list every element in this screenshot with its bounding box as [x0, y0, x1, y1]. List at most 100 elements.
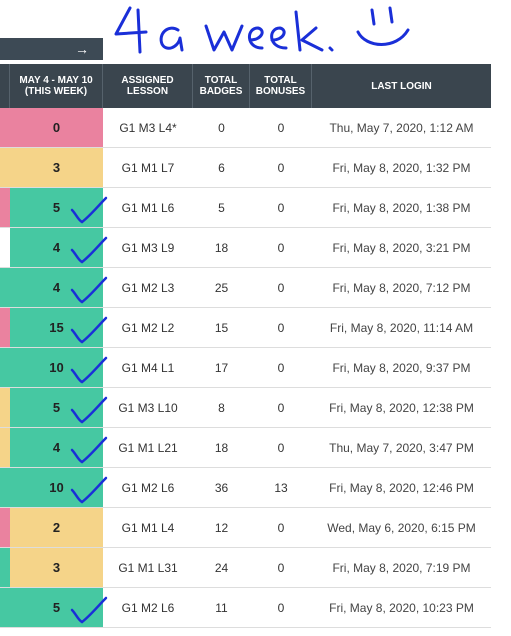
total-badges-cell: 6: [218, 160, 225, 175]
status-strip: [0, 468, 10, 507]
assigned-lesson-cell: G1 M4 L1: [121, 360, 175, 375]
table-row[interactable]: 5 G1 M3 L10 8 0 Fri, May 8, 2020, 12:38 PM: [0, 388, 491, 428]
total-badges-cell: 12: [214, 520, 229, 535]
status-strip: [0, 348, 10, 387]
header-last-login[interactable]: LAST LOGIN: [371, 80, 432, 92]
last-login-cell: Fri, May 8, 2020, 3:21 PM: [332, 240, 471, 255]
total-bonuses-cell: 0: [277, 440, 285, 455]
assigned-lesson-cell: G1 M1 L4: [121, 520, 175, 535]
header-strip: [0, 64, 10, 108]
assigned-lesson-cell: G1 M1 L7: [121, 160, 175, 175]
total-bonuses-cell: 0: [277, 520, 285, 535]
total-badges-cell: 18: [214, 240, 229, 255]
table-row[interactable]: 3 G1 M1 L31 24 0 Fri, May 8, 2020, 7:19 PM: [0, 548, 491, 588]
week-count-cell: 0: [10, 108, 103, 147]
total-bonuses-cell: 0: [277, 560, 285, 575]
assigned-lesson-cell: G1 M3 L4*: [119, 120, 177, 135]
total-badges-cell: 15: [214, 320, 229, 335]
total-bonuses-cell: 0: [277, 240, 285, 255]
table-row[interactable]: 10 G1 M4 L1 17 0 Fri, May 8, 2020, 9:37 PM: [0, 348, 491, 388]
last-login-cell: Fri, May 8, 2020, 9:37 PM: [332, 360, 471, 375]
table-row[interactable]: 2 G1 M1 L4 12 0 Wed, May 6, 2020, 6:15 PM: [0, 508, 491, 548]
table-row[interactable]: 3 G1 M1 L7 6 0 Fri, May 8, 2020, 1:32 PM: [0, 148, 491, 188]
table-row[interactable]: 4 G1 M2 L3 25 0 Fri, May 8, 2020, 7:12 PM: [0, 268, 491, 308]
total-bonuses-cell: 0: [277, 360, 285, 375]
table-row[interactable]: 10 G1 M2 L6 36 13 Fri, May 8, 2020, 12:46 PM: [0, 468, 491, 508]
status-strip: [0, 508, 10, 547]
last-login-cell: Fri, May 8, 2020, 10:23 PM: [329, 600, 474, 615]
week-count-cell: 4: [10, 428, 103, 467]
assigned-lesson-cell: G1 M3 L10: [118, 400, 178, 415]
week-count-cell: 2: [10, 508, 103, 547]
arrow-right-icon[interactable]: →: [75, 41, 89, 57]
total-badges-cell: 0: [218, 120, 225, 135]
header-assigned-lesson[interactable]: ASSIGNED LESSON: [103, 64, 193, 108]
week-count-cell: 4: [10, 268, 103, 307]
total-badges-cell: 36: [214, 480, 229, 495]
status-strip: [0, 148, 10, 187]
header-week[interactable]: MAY 4 - MAY 10 (THIS WEEK): [10, 64, 103, 108]
header-total-bonuses[interactable]: TOTAL BONUSES: [250, 64, 312, 108]
total-bonuses-cell: 0: [277, 280, 285, 295]
total-bonuses-cell: 0: [277, 320, 285, 335]
last-login-cell: Fri, May 8, 2020, 12:38 PM: [329, 400, 474, 415]
assigned-lesson-cell: G1 M2 L6: [121, 600, 175, 615]
last-login-cell: Fri, May 8, 2020, 7:19 PM: [332, 560, 471, 575]
total-badges-cell: 24: [214, 560, 229, 575]
week-count-cell: 10: [10, 348, 103, 387]
total-bonuses-cell: 0: [277, 160, 285, 175]
total-badges-cell: 5: [218, 200, 225, 215]
status-strip: [0, 388, 10, 427]
week-count-cell: 3: [10, 148, 103, 187]
handwritten-4-a-week: [114, 6, 334, 54]
assigned-lesson-cell: G1 M2 L2: [121, 320, 175, 335]
total-badges-cell: 11: [215, 600, 228, 615]
status-strip: [0, 268, 10, 307]
week-count-cell: 10: [10, 468, 103, 507]
status-strip: [0, 188, 10, 227]
total-badges-cell: 18: [214, 440, 229, 455]
assigned-lesson-cell: G1 M1 L6: [121, 200, 175, 215]
table-row[interactable]: 4 G1 M1 L21 18 0 Thu, May 7, 2020, 3:47 PM: [0, 428, 491, 468]
last-login-cell: Wed, May 6, 2020, 6:15 PM: [327, 520, 476, 535]
status-strip: [0, 428, 10, 467]
week-count-cell: 5: [10, 188, 103, 227]
smiley-face-icon: [356, 6, 410, 46]
total-badges-cell: 25: [214, 280, 229, 295]
table-row[interactable]: 5 G1 M2 L6 11 0 Fri, May 8, 2020, 10:23 PM: [0, 588, 491, 628]
status-strip: [0, 308, 10, 347]
week-count-cell: 3: [10, 548, 103, 587]
last-login-cell: Fri, May 8, 2020, 1:38 PM: [332, 200, 471, 215]
last-login-cell: Fri, May 8, 2020, 7:12 PM: [332, 280, 471, 295]
status-strip: [0, 588, 10, 627]
week-count-cell: 5: [10, 588, 103, 627]
total-bonuses-cell: 0: [277, 600, 285, 615]
assigned-lesson-cell: G1 M2 L3: [121, 280, 175, 295]
total-bonuses-cell: 0: [277, 120, 285, 135]
last-login-cell: Fri, May 8, 2020, 12:46 PM: [329, 480, 474, 495]
week-count-cell: 5: [10, 388, 103, 427]
table-body: 0 G1 M3 L4* 0 0 Thu, May 7, 2020, 1:12 AM 3 G1…: [0, 108, 491, 628]
total-bonuses-cell: 0: [277, 200, 285, 215]
total-bonuses-cell: 0: [277, 400, 285, 415]
table-row[interactable]: 0 G1 M3 L4* 0 0 Thu, May 7, 2020, 1:12 AM: [0, 108, 491, 148]
last-login-cell: Thu, May 7, 2020, 3:47 PM: [329, 440, 474, 455]
assigned-lesson-cell: G1 M1 L31: [118, 560, 178, 575]
status-strip: [0, 228, 10, 267]
assigned-lesson-cell: G1 M2 L6: [121, 480, 175, 495]
total-badges-cell: 8: [218, 400, 225, 415]
table-row[interactable]: 15 G1 M2 L2 15 0 Fri, May 8, 2020, 11:14 AM: [0, 308, 491, 348]
last-login-cell: Fri, May 8, 2020, 1:32 PM: [332, 160, 471, 175]
table-row[interactable]: 5 G1 M1 L6 5 0 Fri, May 8, 2020, 1:38 PM: [0, 188, 491, 228]
assigned-lesson-cell: G1 M3 L9: [121, 240, 175, 255]
table-row[interactable]: 4 G1 M3 L9 18 0 Fri, May 8, 2020, 3:21 PM: [0, 228, 491, 268]
last-login-cell: Thu, May 7, 2020, 1:12 AM: [329, 120, 474, 135]
last-login-cell: Fri, May 8, 2020, 11:14 AM: [329, 320, 474, 335]
status-strip: [0, 548, 10, 587]
table-header: MAY 4 - MAY 10 (THIS WEEK) ASSIGNED LESSON…: [0, 64, 491, 108]
week-count-cell: 4: [10, 228, 103, 267]
total-bonuses-cell: 13: [274, 480, 288, 495]
status-strip: [0, 108, 10, 147]
assigned-lesson-cell: G1 M1 L21: [118, 440, 178, 455]
header-total-badges[interactable]: TOTAL BADGES: [193, 64, 250, 108]
